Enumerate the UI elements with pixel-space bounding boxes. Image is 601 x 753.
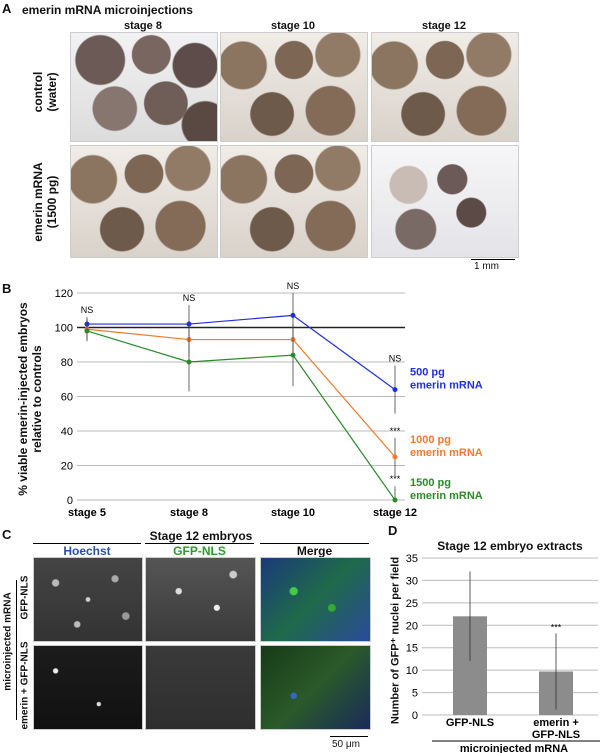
data-point xyxy=(84,328,90,334)
row-label-emerin: emerin mRNA (1500 pg) xyxy=(31,147,59,257)
series-label: 1000 pg xyxy=(410,434,451,446)
micrograph-merge-emerin xyxy=(260,645,371,730)
divider xyxy=(16,580,17,720)
row-label-emerin-line2: (1500 pg) xyxy=(45,175,59,229)
scale-bar-c xyxy=(330,736,368,737)
y-tick-label: 60 xyxy=(61,392,73,404)
y-tick-label: 0 xyxy=(67,495,73,507)
series-label: emerin mRNA xyxy=(410,447,483,459)
significance-annotation: NS xyxy=(81,305,94,315)
photo-emerin-stage10 xyxy=(220,145,368,258)
y-tick-label: 25 xyxy=(406,598,418,610)
photo-emerin-stage12 xyxy=(371,145,519,258)
row-label-control-line2: (water) xyxy=(45,72,59,112)
series-line xyxy=(86,328,396,458)
significance-annotation: NS xyxy=(183,293,196,303)
y-tick-label: 40 xyxy=(61,426,73,438)
y-tick-label: 35 xyxy=(406,553,418,565)
x-axis-label: microinjected mRNA xyxy=(460,743,568,753)
significance-annotation: NS xyxy=(287,281,300,291)
scale-bar-a-label: 1 mm xyxy=(474,261,499,272)
x-tick-label: GFP-NLS xyxy=(532,729,580,741)
line-chart: 0 20 40 60 80 100 120 stage 5 stage 8 stage 10 sta… xyxy=(55,281,483,519)
scale-bar-a xyxy=(471,259,515,260)
x-tick-label: GFP-NLS xyxy=(446,717,494,729)
col-header-gfp: GFP-NLS xyxy=(173,544,226,558)
micrograph-merge-gfp xyxy=(260,557,371,642)
divider xyxy=(260,543,369,544)
panel-a-title: emerin mRNA microinjections xyxy=(22,3,193,17)
y-tick-label: 80 xyxy=(61,357,73,369)
series-label: 500 pg xyxy=(410,367,445,379)
micrograph-gfp-gfp xyxy=(145,557,256,642)
data-point xyxy=(392,387,398,393)
col-header-hoechst: Hoechst xyxy=(63,544,111,558)
panel-b-label: B xyxy=(2,281,12,296)
y-tick-label: 20 xyxy=(406,620,418,632)
panel-d-label: D xyxy=(388,523,398,538)
y-tick-label: 120 xyxy=(55,288,73,300)
x-tick-label: stage 8 xyxy=(170,507,208,519)
x-tick-label: emerin + xyxy=(533,717,579,729)
data-point xyxy=(392,454,398,460)
data-point xyxy=(290,312,296,318)
data-point xyxy=(290,352,296,358)
series-label: emerin mRNA xyxy=(410,380,483,392)
x-tick-label: stage 10 xyxy=(271,507,315,519)
y-tick-label: 10 xyxy=(406,665,418,677)
col-header-stage10: stage 10 xyxy=(270,20,316,32)
bar-chart-title: Stage 12 embryo extracts xyxy=(437,539,583,553)
y-tick-label: 15 xyxy=(406,643,418,655)
photo-control-stage12 xyxy=(371,32,519,142)
panel-c-label: C xyxy=(2,527,12,542)
y-tick-label: 30 xyxy=(406,575,418,587)
series-line xyxy=(86,330,396,501)
row-label-emerin-line1: emerin mRNA xyxy=(31,162,45,242)
micrograph-hoechst-emerin xyxy=(33,645,143,730)
row-label-gfp-nls: GFP-NLS xyxy=(19,575,31,620)
series-line xyxy=(87,314,396,391)
photo-control-stage8 xyxy=(70,32,218,142)
scale-bar-c-label: 50 μm xyxy=(332,739,360,750)
y-tick-label: 5 xyxy=(412,688,418,700)
col-header-stage8: stage 8 xyxy=(124,20,162,32)
series-label: 1500 pg xyxy=(410,477,451,489)
photo-emerin-stage8 xyxy=(70,145,218,258)
row-label-control: control (water) xyxy=(31,37,59,147)
divider xyxy=(33,543,141,544)
significance-annotation: *** xyxy=(390,474,401,484)
y-tick-label: 0 xyxy=(412,710,418,722)
photo-control-stage10 xyxy=(220,32,368,142)
x-tick-label: stage 5 xyxy=(68,507,106,519)
micrograph-gfp-emerin xyxy=(145,645,256,730)
panel-a-label: A xyxy=(2,1,12,16)
col-header-merge: Merge xyxy=(296,544,333,558)
col-header-stage12: stage 12 xyxy=(421,20,467,32)
significance-annotation: NS xyxy=(389,353,402,363)
divider xyxy=(145,543,254,544)
data-point xyxy=(392,497,398,503)
row-label-emerin-gfp: emerin + GFP-NLS xyxy=(19,641,31,730)
significance-annotation: *** xyxy=(390,426,401,436)
y-tick-label: 100 xyxy=(55,323,73,335)
row-label-control-line1: control xyxy=(31,71,45,113)
micrograph-hoechst-gfp xyxy=(33,557,143,642)
y-tick-label: 20 xyxy=(61,461,73,473)
group-label-microinjected: microinjected mRNA xyxy=(2,592,14,691)
significance-annotation: *** xyxy=(551,622,562,632)
series-label: emerin mRNA xyxy=(410,490,483,502)
x-tick-label: stage 12 xyxy=(373,507,417,519)
data-point xyxy=(186,359,192,365)
panel-c-title: Stage 12 embryos xyxy=(149,529,253,543)
